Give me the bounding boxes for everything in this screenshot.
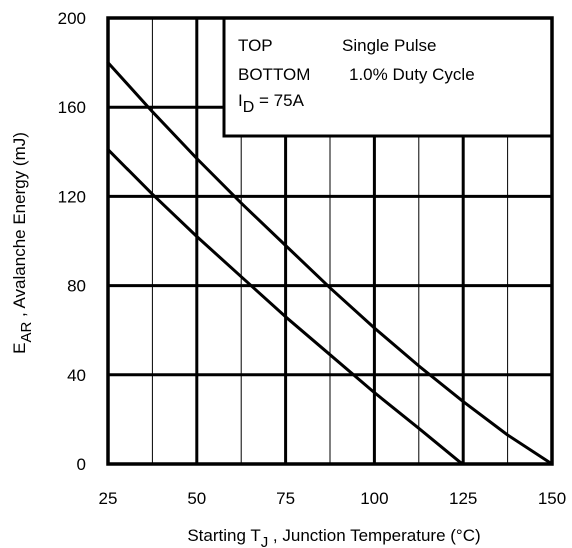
x-tick-label: 75 (276, 489, 295, 508)
x-tick-label: 25 (99, 489, 118, 508)
y-tick-labels: 0 40 80 120 160 200 (58, 9, 86, 474)
legend-bottom-key: BOTTOM (238, 65, 310, 84)
x-tick-label: 50 (187, 489, 206, 508)
y-tick-label: 40 (67, 366, 86, 385)
x-axis-label-suffix: , Junction Temperature (°C) (268, 526, 480, 545)
legend-top-value: Single Pulse (342, 36, 437, 55)
y-axis-label-prefix: E (10, 343, 29, 354)
x-tick-labels: 25 50 75 100 125 150 (99, 489, 567, 508)
y-axis-label-suffix: , Avalanche Energy (mJ) (10, 132, 29, 322)
x-axis-label-sub: J (261, 534, 269, 548)
y-tick-label: 80 (67, 277, 86, 296)
legend-bottom-value: 1.0% Duty Cycle (349, 65, 475, 84)
x-tick-label: 150 (538, 489, 566, 508)
series-line-top (106, 61, 554, 466)
legend-condition: ID = 75A (238, 91, 305, 116)
y-axis-label: EAR , Avalanche Energy (mJ) (10, 132, 35, 354)
legend-condition-sub: D (243, 99, 255, 116)
legend-condition-prefix: I (238, 91, 243, 110)
y-tick-label: 120 (58, 187, 86, 206)
plot-frame (106, 16, 554, 466)
y-axis-label-sub: AR (18, 322, 35, 343)
legend: TOP Single Pulse BOTTOM 1.0% Duty Cycle … (222, 16, 554, 138)
x-axis-label: Starting TJ , Junction Temperature (°C) (187, 526, 480, 548)
legend-top-key: TOP (238, 36, 273, 55)
x-axis-label-prefix: Starting T (187, 526, 260, 545)
legend-condition-suffix: = 75A (254, 91, 304, 110)
y-tick-label: 160 (58, 98, 86, 117)
y-tick-label: 200 (58, 9, 86, 28)
legend-box (222, 16, 554, 138)
x-tick-label: 125 (449, 489, 477, 508)
x-tick-label: 100 (360, 489, 388, 508)
y-tick-label: 0 (77, 455, 86, 474)
